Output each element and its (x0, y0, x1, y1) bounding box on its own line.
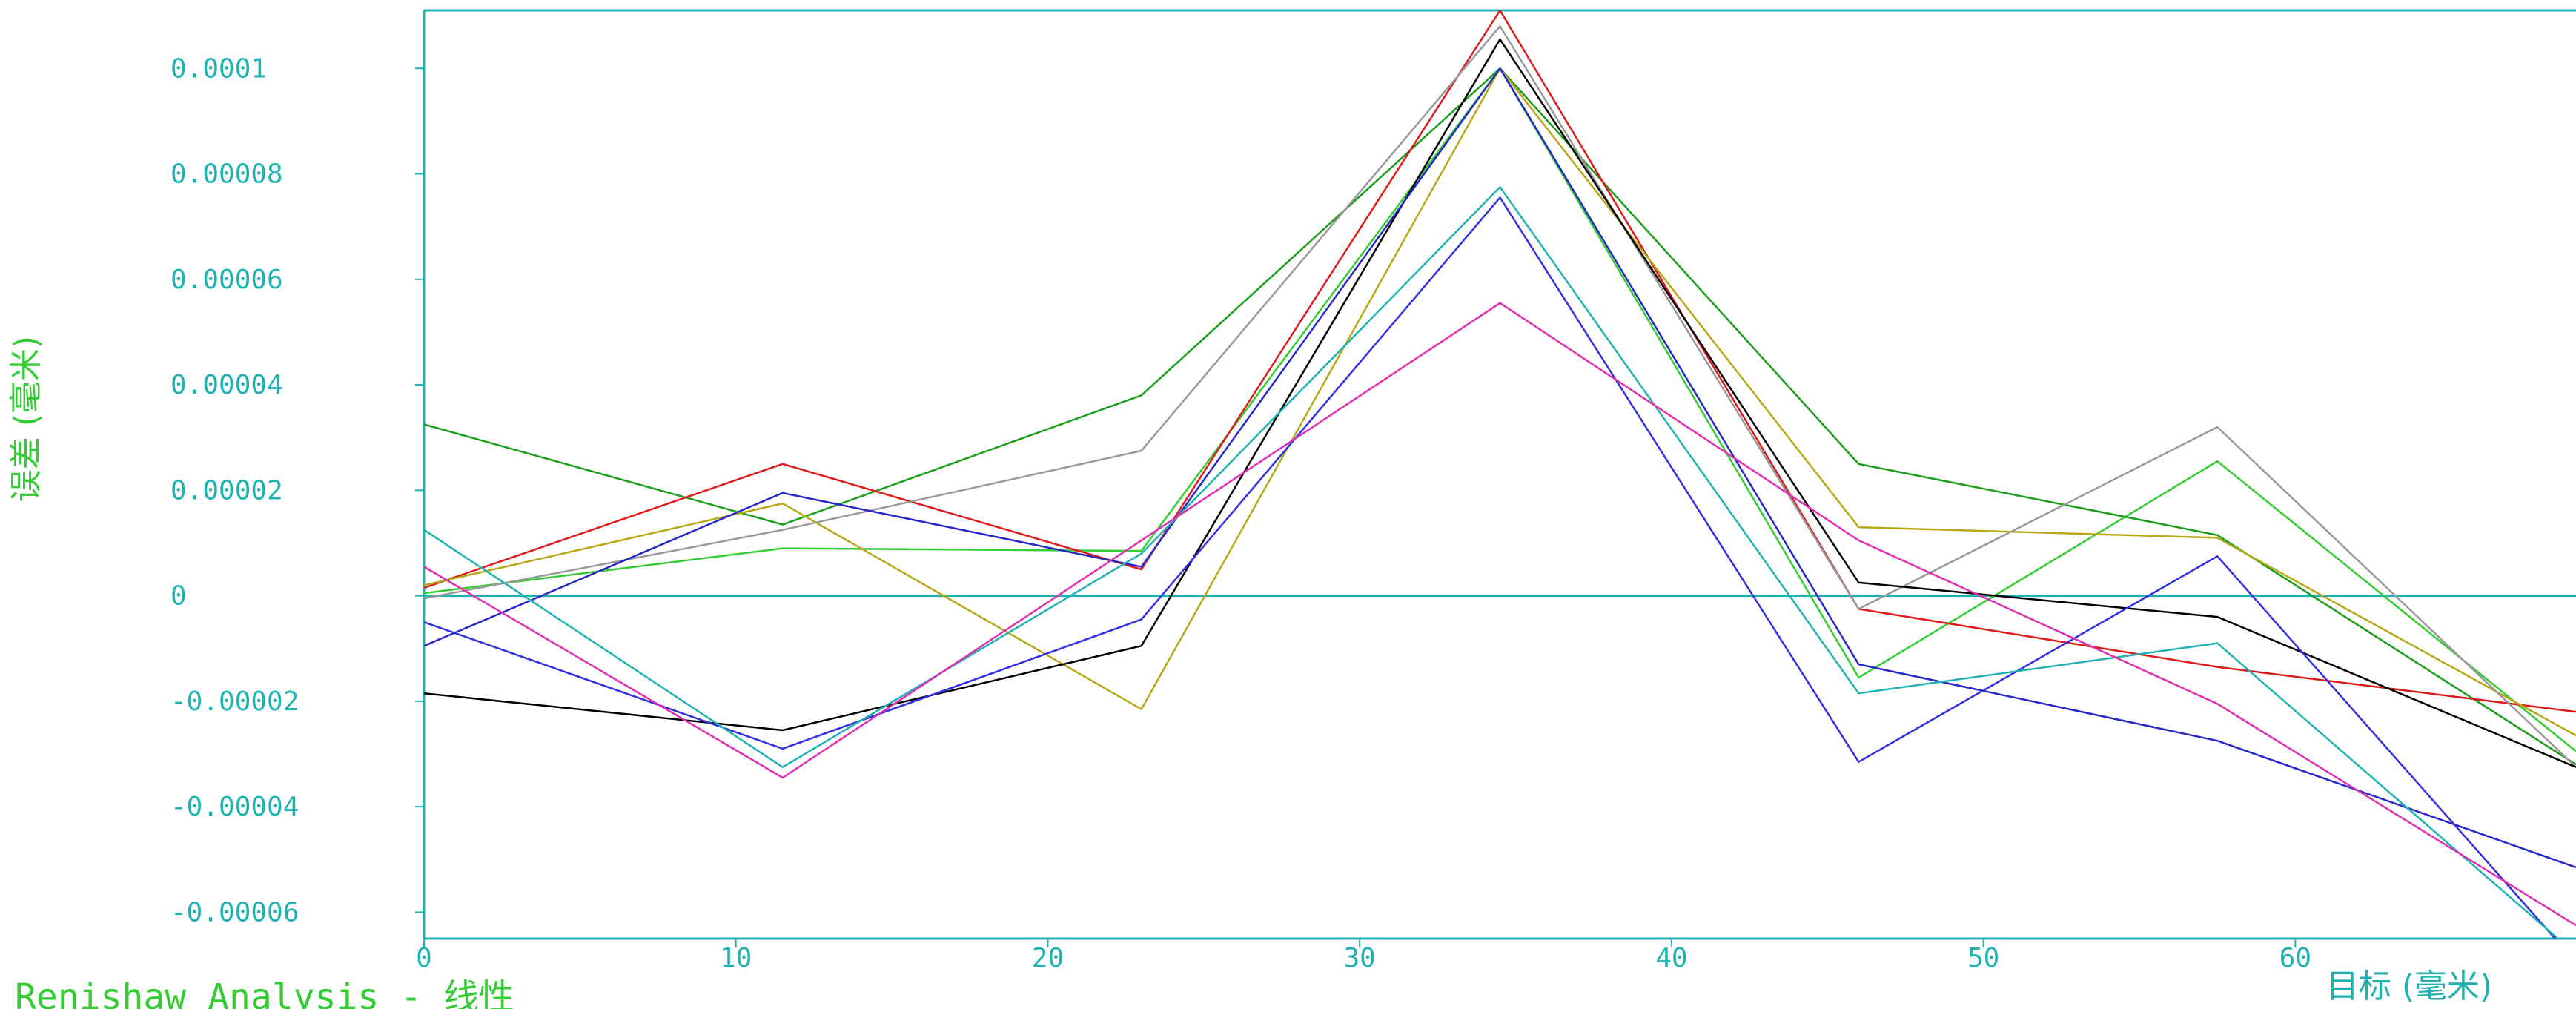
x-tick-label: 50 (1967, 943, 1999, 973)
x-axis-title: 目标 (毫米) (2326, 967, 2492, 1005)
chart-footer-title: Renishaw Analysis - 线性 (15, 976, 514, 1009)
x-tick-label: 10 (720, 943, 752, 973)
y-tick-label: -0.00004 (170, 792, 299, 822)
series-line-2 (424, 67, 2576, 766)
y-tick-label: 0.0001 (170, 53, 267, 84)
series-line-1 (424, 67, 2576, 752)
y-tick-label: -0.00006 (170, 897, 299, 927)
x-tick-label: 40 (1655, 943, 1687, 973)
series-layer (424, 10, 2576, 939)
y-tick-label: 0.00004 (170, 370, 283, 400)
series-line-10 (424, 302, 2576, 927)
y-tick-label: 0.00006 (170, 265, 283, 295)
x-tick-label: 20 (1032, 943, 1064, 973)
y-tick-labels: 0.0001 0.00008 0.00006 0.00004 0.00002 0 -0.00… (170, 53, 299, 927)
y-tick-label: 0 (170, 581, 187, 612)
x-tick-label: 0 (416, 943, 432, 973)
y-axis-title: 误差 (毫米) (7, 336, 45, 502)
series-line-7 (424, 67, 2576, 869)
series-line-3 (424, 10, 2576, 713)
series-line-4 (424, 67, 2576, 737)
series-line-5 (424, 24, 2576, 768)
x-tick-labels: 0 10 20 30 40 50 60 (416, 943, 2311, 973)
x-tick-label: 30 (1343, 943, 1375, 973)
y-tick-label: 0.00002 (170, 475, 283, 506)
x-tick-label: 60 (2279, 943, 2311, 973)
y-tick-label: 0.00008 (170, 159, 283, 190)
series-line-9 (424, 185, 2560, 939)
y-tick-label: -0.00002 (170, 687, 299, 717)
series-line-8 (424, 196, 2557, 939)
series-line-6 (424, 37, 2576, 768)
